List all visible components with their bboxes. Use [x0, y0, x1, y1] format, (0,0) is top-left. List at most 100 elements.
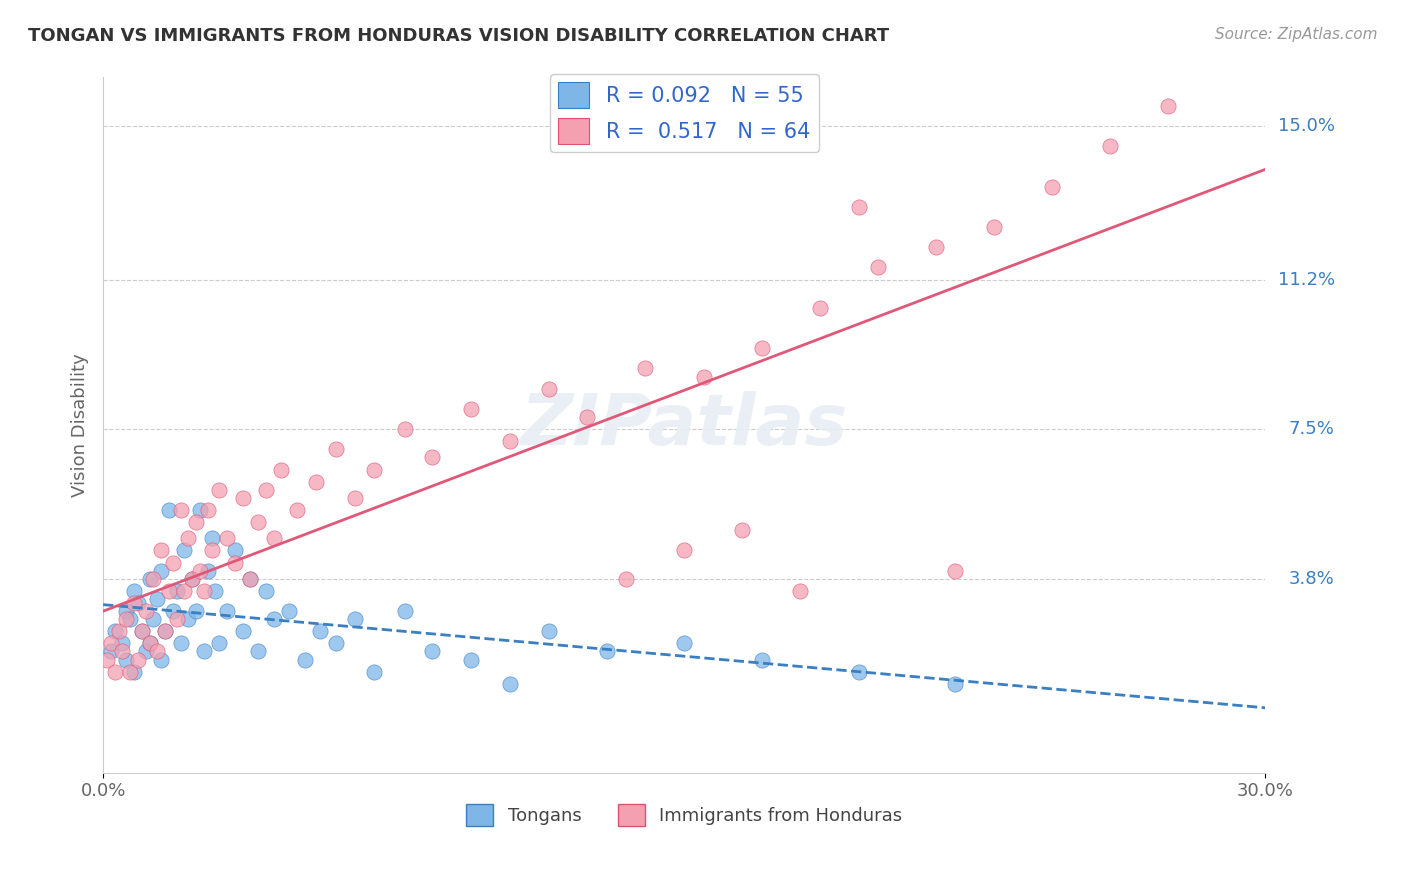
Point [576, 409, 599, 424]
Point [204, 583, 226, 598]
Point [200, 543, 222, 558]
Point [247, 515, 270, 529]
Point [363, 665, 385, 679]
Point [208, 636, 231, 650]
Point [263, 612, 285, 626]
Point [127, 596, 149, 610]
Point [751, 652, 773, 666]
Point [153, 624, 176, 639]
Point [224, 556, 246, 570]
Legend: Tongans, Immigrants from Honduras: Tongans, Immigrants from Honduras [458, 797, 910, 833]
Point [193, 583, 215, 598]
Point [634, 361, 657, 376]
Point [127, 652, 149, 666]
Text: ZIPatlas: ZIPatlas [520, 391, 848, 459]
Point [789, 583, 811, 598]
Point [422, 450, 444, 465]
Point [343, 491, 366, 505]
Point [157, 583, 180, 598]
Point [596, 644, 619, 658]
Point [181, 572, 204, 586]
Point [131, 624, 153, 639]
Point [150, 564, 173, 578]
Point [188, 503, 211, 517]
Point [692, 369, 714, 384]
Point [232, 624, 254, 639]
Point [100, 636, 122, 650]
Point [120, 612, 142, 626]
Point [150, 543, 173, 558]
Point [305, 475, 328, 489]
Point [731, 523, 754, 537]
Point [157, 503, 180, 517]
Point [153, 624, 176, 639]
Point [1157, 99, 1180, 113]
Point [673, 636, 696, 650]
Point [100, 644, 122, 658]
Point [115, 652, 138, 666]
Point [945, 677, 967, 691]
Point [107, 624, 129, 639]
Point [1099, 139, 1122, 153]
Point [138, 572, 160, 586]
Point [263, 531, 285, 545]
Point [111, 636, 134, 650]
Point [460, 401, 482, 416]
Y-axis label: Vision Disability: Vision Disability [72, 353, 89, 497]
Point [499, 434, 522, 449]
Point [96, 652, 118, 666]
Point [254, 583, 277, 598]
Point [217, 531, 239, 545]
Point [247, 644, 270, 658]
Point [104, 665, 127, 679]
Point [239, 572, 262, 586]
Point [278, 604, 301, 618]
Point [131, 624, 153, 639]
Text: Source: ZipAtlas.com: Source: ZipAtlas.com [1215, 27, 1378, 42]
Point [184, 515, 207, 529]
Point [138, 636, 160, 650]
Point [146, 591, 169, 606]
Point [197, 564, 219, 578]
Point [142, 572, 165, 586]
Point [614, 572, 637, 586]
Point [460, 652, 482, 666]
Point [866, 260, 889, 275]
Point [285, 503, 308, 517]
Point [135, 644, 157, 658]
Point [115, 604, 138, 618]
Point [169, 636, 191, 650]
Point [537, 624, 560, 639]
Point [239, 572, 262, 586]
Text: 11.2%: 11.2% [1278, 270, 1334, 289]
Point [111, 644, 134, 658]
Point [1040, 179, 1063, 194]
Point [115, 612, 138, 626]
Point [983, 219, 1005, 234]
Text: TONGAN VS IMMIGRANTS FROM HONDURAS VISION DISABILITY CORRELATION CHART: TONGAN VS IMMIGRANTS FROM HONDURAS VISIO… [28, 27, 889, 45]
Text: 15.0%: 15.0% [1278, 117, 1334, 135]
Point [197, 503, 219, 517]
Point [169, 503, 191, 517]
Point [325, 636, 347, 650]
Point [808, 301, 831, 315]
Point [104, 624, 127, 639]
Point [181, 572, 204, 586]
Point [217, 604, 239, 618]
Point [325, 442, 347, 457]
Point [422, 644, 444, 658]
Point [848, 665, 870, 679]
Point [193, 644, 215, 658]
Point [150, 652, 173, 666]
Point [173, 543, 195, 558]
Point [184, 604, 207, 618]
Text: 7.5%: 7.5% [1289, 420, 1334, 438]
Point [925, 240, 948, 254]
Point [162, 556, 184, 570]
Point [945, 564, 967, 578]
Point [122, 596, 145, 610]
Point [224, 543, 246, 558]
Point [122, 665, 145, 679]
Point [138, 636, 160, 650]
Point [254, 483, 277, 497]
